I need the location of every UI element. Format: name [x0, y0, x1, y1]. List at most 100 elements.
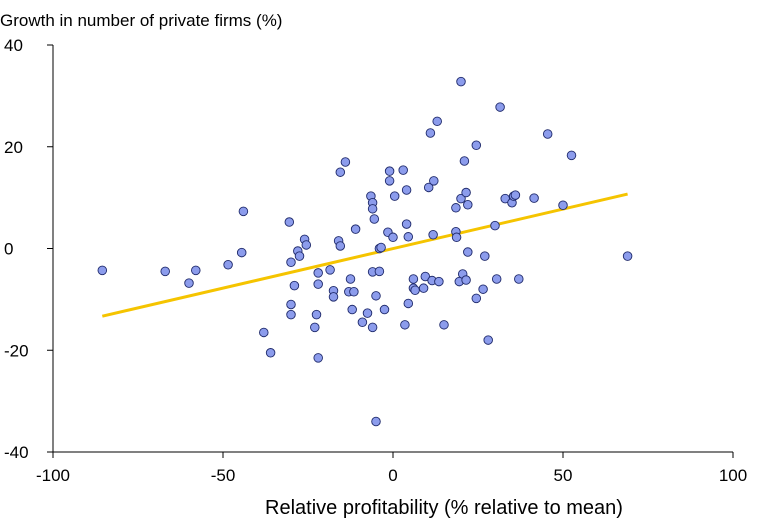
- data-point: [461, 275, 471, 285]
- y-tick-label: 40: [4, 36, 23, 55]
- x-tick-label: -100: [36, 466, 70, 485]
- data-point: [223, 260, 233, 270]
- data-point: [420, 271, 431, 282]
- x-tick-label: 0: [388, 466, 397, 485]
- data-point: [408, 274, 419, 284]
- data-point: [463, 247, 473, 257]
- data-point: [357, 317, 368, 328]
- data-point: [434, 276, 444, 287]
- data-point: [367, 322, 378, 333]
- data-point: [542, 129, 553, 139]
- data-point: [284, 217, 295, 227]
- data-point: [374, 266, 385, 277]
- data-point: [301, 240, 312, 250]
- data-point: [310, 322, 320, 333]
- data-point: [349, 286, 359, 297]
- x-tick-label: 50: [554, 466, 573, 485]
- data-point: [379, 304, 390, 315]
- x-tick-label: -50: [211, 466, 236, 485]
- data-point: [459, 156, 470, 166]
- data-point: [566, 150, 577, 161]
- y-tick-label: 20: [4, 138, 23, 157]
- data-point: [622, 251, 633, 261]
- data-point: [478, 284, 488, 294]
- data-point: [428, 230, 438, 240]
- data-point: [328, 292, 339, 302]
- x-axis-title: Relative profitability (% relative to me…: [265, 497, 623, 519]
- data-point: [347, 304, 357, 315]
- data-point: [265, 348, 276, 358]
- data-point: [495, 102, 505, 112]
- data-point: [238, 206, 249, 217]
- data-point: [461, 187, 471, 198]
- data-point: [335, 241, 346, 251]
- data-point: [345, 274, 356, 284]
- data-point: [311, 309, 322, 320]
- y-tick-label: -40: [4, 443, 29, 462]
- data-point: [439, 320, 449, 330]
- trend-line: [101, 192, 628, 318]
- data-point: [313, 279, 323, 289]
- data-point: [456, 193, 466, 204]
- data-point: [483, 335, 493, 345]
- data-point: [510, 190, 521, 200]
- data-point: [491, 274, 502, 284]
- data-point: [529, 193, 539, 203]
- data-point: [471, 293, 482, 304]
- data-point: [423, 182, 434, 193]
- data-point: [371, 291, 381, 301]
- data-point: [350, 224, 361, 234]
- y-axis-title: Growth in number of private firms (%): [0, 11, 282, 30]
- data-point: [384, 176, 395, 186]
- data-point: [376, 242, 386, 253]
- data-point: [294, 251, 305, 261]
- y-tick-label: 0: [4, 240, 13, 259]
- data-point: [401, 219, 412, 229]
- data-point: [286, 299, 296, 310]
- data-point: [371, 416, 381, 427]
- data-point: [369, 214, 380, 224]
- data-point: [313, 268, 323, 278]
- data-point: [236, 247, 247, 258]
- data-point: [362, 308, 373, 318]
- x-tick-label: 100: [719, 466, 747, 485]
- data-point: [388, 232, 398, 243]
- data-point: [191, 265, 201, 276]
- ticks: -100 -50 0 50 100 40 20 0 -20 -40: [4, 36, 747, 485]
- data-point: [389, 191, 400, 201]
- data-point: [490, 220, 500, 231]
- data-point: [335, 167, 346, 177]
- data-point: [480, 251, 490, 261]
- data-point: [286, 309, 296, 320]
- data-point: [340, 157, 351, 167]
- data-point: [289, 280, 300, 291]
- data-point: [400, 320, 410, 330]
- data-point: [429, 176, 439, 186]
- data-point: [410, 285, 420, 295]
- y-tick-label: -20: [4, 341, 29, 360]
- data-point: [403, 232, 414, 242]
- data-point: [97, 265, 108, 276]
- data-point: [184, 278, 194, 288]
- data-point: [384, 166, 395, 176]
- data-point: [398, 165, 408, 175]
- data-point: [403, 298, 414, 309]
- data-point: [313, 353, 323, 363]
- data-point: [259, 327, 269, 338]
- data-point: [451, 232, 462, 243]
- data-point: [500, 193, 510, 204]
- data-point: [401, 185, 412, 195]
- data-point: [471, 140, 482, 150]
- data-point: [286, 257, 296, 267]
- data-point: [325, 265, 335, 275]
- data-point: [418, 283, 429, 293]
- data-point: [432, 116, 442, 127]
- data-point: [367, 204, 378, 214]
- data-points: [97, 76, 633, 427]
- data-point: [456, 76, 466, 87]
- data-point: [160, 266, 170, 277]
- data-point: [425, 128, 436, 138]
- data-point: [463, 199, 473, 210]
- data-point: [451, 203, 461, 213]
